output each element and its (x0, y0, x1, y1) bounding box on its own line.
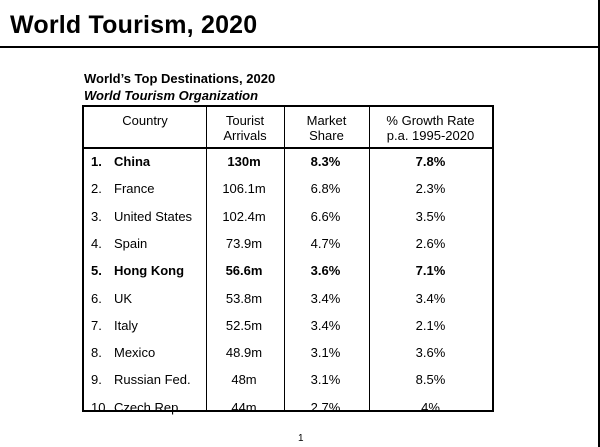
table-row: 10. Czech Rep. 44m 2.7% 4% (84, 395, 492, 421)
column-divider (369, 107, 370, 410)
cell-country: Spain (114, 235, 148, 251)
page-number: 1 (298, 433, 304, 444)
cell-rank: 1. (91, 154, 102, 169)
cell-arrivals: 48.9m (225, 345, 263, 361)
table-heading: World’s Top Destinations, 2020 (84, 71, 276, 86)
cell-growth: 3.6% (415, 345, 446, 361)
title-divider (0, 46, 600, 48)
cell-share: 3.6% (310, 263, 341, 279)
table-row: 3. United States 102.4m 6.6% 3.5% (84, 204, 492, 230)
table-row: 8. Mexico 48.9m 3.1% 3.6% (84, 340, 492, 366)
cell-arrivals: 106.1m (222, 181, 266, 197)
column-divider (206, 107, 207, 410)
cell-arrivals: 56.6m (225, 263, 263, 279)
cell-country: Russian Fed. (114, 372, 191, 388)
cell-country: United States (114, 208, 193, 224)
table-subheading: World Tourism Organization (84, 88, 259, 103)
cell-growth: 3.4% (415, 290, 446, 306)
cell-share: 3.4% (310, 317, 341, 333)
cell-arrivals: 53.8m (225, 290, 263, 306)
cell-rank: 4. (91, 235, 102, 251)
cell-arrivals: 102.4m (222, 208, 266, 224)
cell-share: 4.7% (310, 235, 341, 251)
cell-rank: 9. (91, 372, 102, 388)
cell-country: Mexico (114, 345, 156, 361)
header-arrivals-line1: Tourist (225, 113, 265, 128)
table-row: 4. Spain 73.9m 4.7% 2.6% (84, 231, 492, 257)
cell-growth: 4% (421, 399, 440, 415)
table-row: 5. Hong Kong 56.6m 3.6% 7.1% (84, 258, 492, 284)
cell-country: China (114, 154, 151, 169)
cell-country: France (114, 181, 155, 197)
cell-arrivals: 44m (231, 399, 257, 415)
cell-country: Italy (114, 317, 138, 333)
cell-rank: 2. (91, 181, 102, 197)
table-row: 2. France 106.1m 6.8% 2.3% (84, 176, 492, 202)
cell-rank: 5. (91, 263, 102, 279)
cell-growth: 2.1% (415, 317, 446, 333)
column-divider (284, 107, 285, 410)
cell-growth: 7.1% (415, 263, 446, 279)
cell-country: Czech Rep. (114, 399, 182, 415)
destinations-table: Country Tourist Arrivals Market Share % … (82, 105, 494, 415)
cell-rank: 3. (91, 208, 102, 224)
header-growth-line2: p.a. 1995-2020 (386, 128, 475, 143)
cell-rank: 7. (91, 317, 102, 333)
table-row: 7. Italy 52.5m 3.4% 2.1% (84, 313, 492, 339)
table-header: Country Tourist Arrivals Market Share % … (84, 107, 492, 149)
cell-arrivals: 73.9m (225, 235, 263, 251)
cell-rank: 6. (91, 290, 102, 306)
cell-country: UK (114, 290, 133, 306)
header-arrivals: Tourist Arrivals (206, 113, 284, 143)
header-share: Market Share (284, 113, 369, 143)
cell-share: 6.6% (310, 208, 341, 224)
cell-share: 8.3% (310, 154, 341, 169)
header-country-label: Country (122, 113, 168, 128)
page-title: World Tourism, 2020 (10, 11, 258, 39)
cell-rank: 10. (91, 399, 110, 415)
cell-country: Hong Kong (114, 263, 185, 279)
cell-arrivals: 48m (231, 372, 257, 388)
cell-growth: 3.5% (415, 208, 446, 224)
table-row: 6. UK 53.8m 3.4% 3.4% (84, 286, 492, 312)
header-arrivals-line2: Arrivals (223, 128, 267, 143)
cell-growth: 8.5% (415, 372, 446, 388)
header-country: Country (84, 113, 206, 128)
cell-rank: 8. (91, 345, 102, 361)
table-row: 9. Russian Fed. 48m 3.1% 8.5% (84, 367, 492, 393)
header-share-line2: Share (309, 128, 344, 143)
cell-share: 6.8% (310, 181, 341, 197)
header-growth-line1: % Growth Rate (386, 113, 475, 128)
cell-growth: 2.3% (415, 181, 446, 197)
header-growth: % Growth Rate p.a. 1995-2020 (369, 113, 492, 143)
header-share-line1: Market (306, 113, 347, 128)
cell-arrivals: 52.5m (225, 317, 263, 333)
cell-share: 3.1% (310, 345, 341, 361)
cell-share: 3.1% (310, 372, 341, 388)
cell-share: 3.4% (310, 290, 341, 306)
cell-arrivals: 130m (227, 154, 261, 169)
table-row: 1. China 130m 8.3% 7.8% (84, 149, 492, 175)
cell-growth: 2.6% (415, 235, 446, 251)
cell-growth: 7.8% (415, 154, 446, 169)
cell-share: 2.7% (310, 399, 341, 415)
